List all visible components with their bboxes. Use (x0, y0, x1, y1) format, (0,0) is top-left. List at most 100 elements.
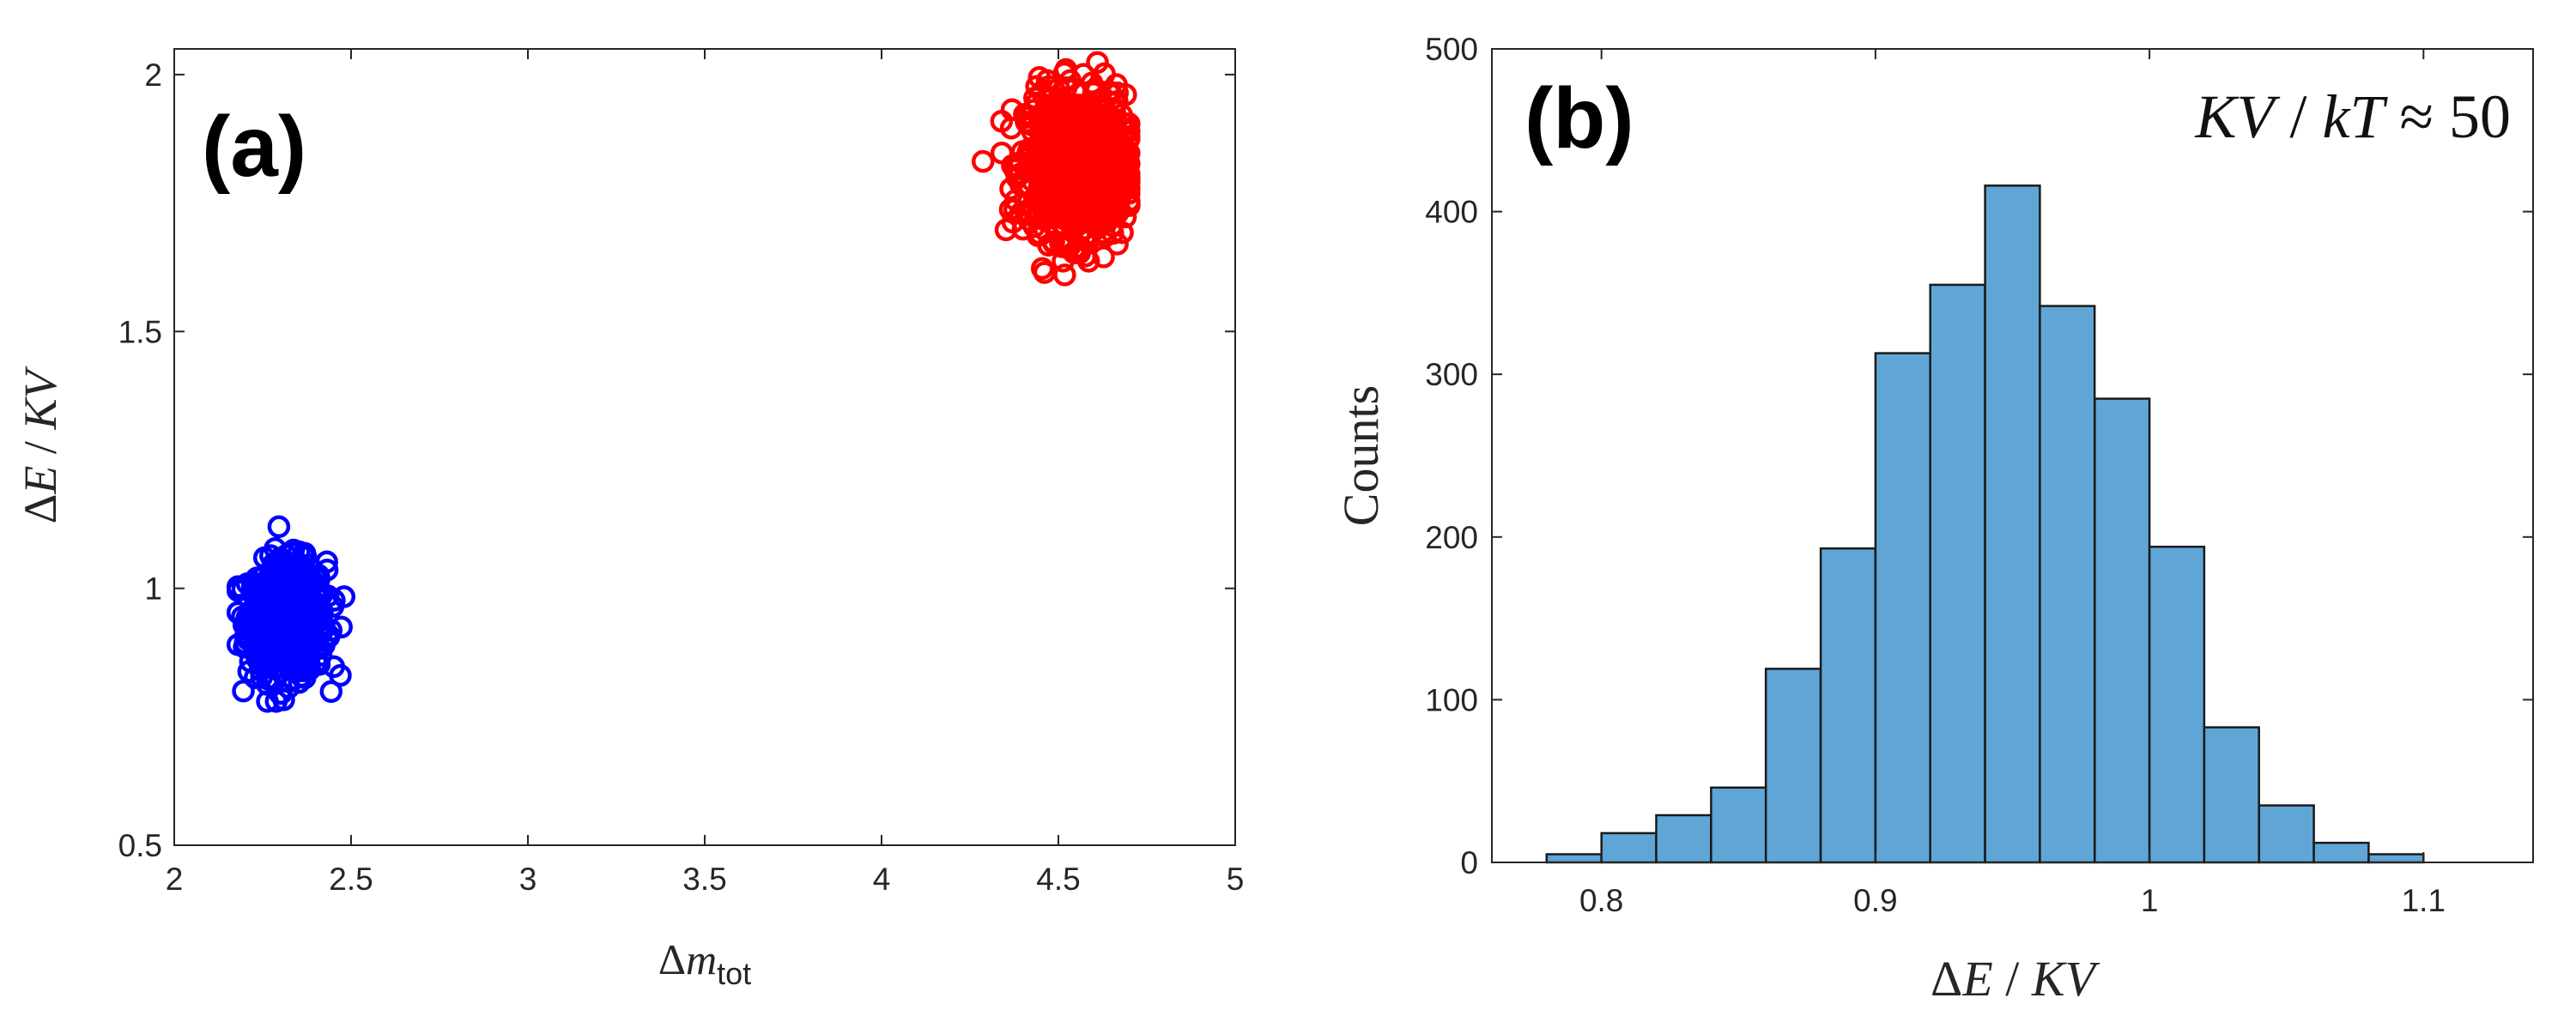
annot-sep: / (2274, 82, 2322, 151)
scatter-point (1086, 172, 1110, 197)
scatter-point (1116, 159, 1140, 182)
axes-box-b (1491, 48, 2534, 863)
scatter-point (1062, 115, 1086, 139)
y-ticks-b: 0 100 200 300 400 500 (1425, 32, 2533, 880)
scatter-point (1075, 155, 1098, 179)
scatter-point (309, 608, 332, 631)
panel-label-b: (b) (1524, 70, 1634, 166)
scatter-point (1052, 61, 1076, 85)
scatter-point (1006, 156, 1030, 179)
scatter-point (259, 544, 282, 567)
scatter-point (1020, 139, 1043, 162)
scatter-point (319, 680, 343, 704)
scatter-points (226, 51, 1141, 713)
scatter-point (1118, 192, 1141, 216)
y-tick-label: 1.5 (118, 314, 162, 349)
histogram-bar (1545, 853, 1603, 864)
y-tick-label: 0 (1460, 845, 1478, 880)
scatter-point (232, 680, 255, 703)
histogram-bar (2148, 545, 2206, 864)
scatter-point (239, 605, 263, 628)
scatter-point (293, 594, 317, 618)
x-tick-label: 2 (166, 862, 184, 897)
histogram-bar (1710, 786, 1767, 864)
scatter-point (1083, 105, 1107, 128)
x-ticks-b: 0.8 0.9 1 1.1 (1579, 49, 2446, 918)
xb-label-e: E (1961, 951, 1992, 1007)
histogram-bar (1929, 283, 1986, 864)
x-ticks-a: 2 2.5 3 3.5 4 4.5 5 (166, 49, 1245, 897)
histogram-bar (2094, 397, 2151, 864)
annot-rest: ≈ 50 (2384, 82, 2511, 151)
scatter-point (1092, 245, 1115, 269)
x-axis-label-b: ΔE / KV (1930, 951, 2101, 1007)
scatter-point (1035, 110, 1058, 133)
annot-kt: kT (2322, 82, 2388, 151)
histogram-bar (2367, 853, 2425, 864)
scatter-point (1052, 99, 1076, 122)
x-tick-label: 4 (873, 862, 891, 897)
x-axis-label-a: Δmtot (658, 935, 751, 991)
scatter-point (1118, 170, 1141, 194)
scatter-point (306, 634, 329, 658)
scatter-point (233, 625, 258, 648)
scatter-point (252, 644, 275, 668)
scatter-point (1000, 98, 1024, 121)
annot-kv: KV (2194, 82, 2280, 151)
histogram-bar (1874, 352, 1931, 864)
x-tick-label: 1.1 (2402, 883, 2446, 918)
y-tick-label: 100 (1425, 682, 1478, 717)
scatter-point (322, 655, 346, 679)
scatter-point (1078, 94, 1102, 118)
x-tick-label: 3 (519, 862, 537, 897)
scatter-point (1024, 206, 1047, 230)
histogram-panel-b: 0.8 0.9 1 1.1 0 100 200 300 400 500 (b) KV / kT … (1333, 32, 2534, 1007)
y-label-prefix: Δ (15, 494, 66, 524)
y-axis-label-a: ΔE / KV (15, 366, 66, 524)
scatter-point (1067, 82, 1090, 106)
scatter-point (1111, 134, 1135, 158)
scatter-point (1106, 233, 1129, 256)
scatter-point (307, 578, 330, 602)
x-tick-label: 0.9 (1853, 883, 1897, 918)
histogram-bars (1545, 184, 2425, 864)
scatter-point (1038, 156, 1061, 180)
y-tick-label: 300 (1425, 357, 1478, 392)
histogram-bar (2203, 726, 2260, 864)
y-ticks-a: 0.5 1 1.5 2 (118, 57, 1235, 863)
scatter-point (263, 641, 286, 664)
scatter-point (1101, 205, 1125, 228)
xb-label-kv: KV (2031, 951, 2101, 1007)
scatter-point (258, 587, 282, 610)
x-label-sub: tot (717, 956, 751, 991)
histogram-bar (2258, 804, 2315, 864)
scatter-point (1001, 210, 1025, 234)
x-tick-label: 0.8 (1579, 883, 1623, 918)
scatter-point (1025, 91, 1048, 115)
scatter-point (971, 149, 995, 173)
scatter-point (294, 583, 318, 606)
scatter-point (1018, 174, 1041, 198)
y-tick-label: 400 (1425, 195, 1478, 230)
histogram-bar (1984, 184, 2041, 864)
scatter-point (288, 670, 311, 694)
scatter-point (1047, 174, 1071, 198)
xb-label-prefix: Δ (1930, 951, 1962, 1007)
scatter-point (267, 585, 290, 608)
x-tick-label: 4.5 (1036, 862, 1080, 897)
x-tick-label: 5 (1227, 862, 1245, 897)
y-tick-label: 1 (144, 572, 162, 607)
scatter-panel-a: 2 2.5 3 3.5 4 4.5 5 0.511.52 (a) Δmtot ΔE / KV (15, 48, 1245, 991)
scatter-point (287, 557, 310, 580)
histogram-bar (1655, 813, 1712, 864)
scatter-point (1068, 239, 1091, 263)
histogram-bar (1764, 668, 1822, 864)
scatter-point (226, 601, 250, 625)
x-tick-label: 3.5 (682, 862, 726, 897)
scatter-point (315, 550, 338, 574)
y-label-sep: / (15, 430, 66, 466)
scatter-point (1051, 140, 1074, 163)
x-tick-label: 2.5 (329, 862, 373, 897)
annotation-kv-kt: KV / kT ≈ 50 (2194, 82, 2511, 151)
